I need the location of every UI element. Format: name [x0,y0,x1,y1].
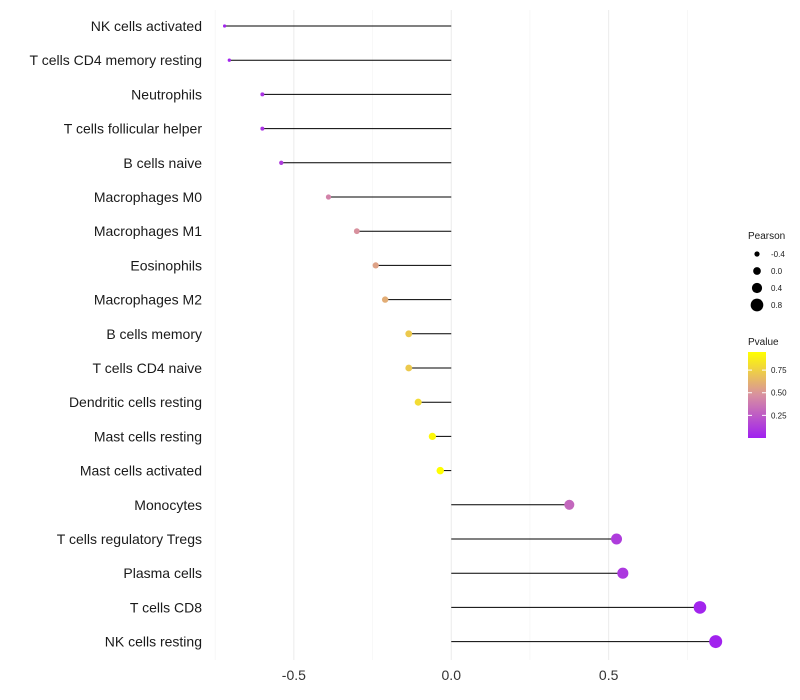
lollipop-point [372,262,379,269]
size-legend-dot [754,251,760,257]
lollipop-point [436,466,444,475]
colorbar-tick-label: 0.50 [771,389,787,398]
size-legend-dot [753,267,761,275]
size-legend-label: 0.8 [771,301,783,310]
category-label: Macrophages M0 [94,189,202,205]
size-legend-items: -0.4 0.0 0.4 0.8 [750,250,785,312]
size-legend-dot [750,298,764,312]
category-labels: NK cells activated T cells CD4 memory res… [30,18,203,650]
category-label: Neutrophils [131,86,202,102]
lollipop-point [260,126,265,131]
lollipop-point [709,635,723,649]
x-tick-label: -0.5 [282,667,306,683]
lollipop-point [693,601,707,614]
color-legend-ticks: 0.25 0.50 0.75 [748,366,787,420]
category-label: T cells regulatory Tregs [57,531,202,547]
category-label: Macrophages M1 [94,223,202,239]
lollipop-point [405,330,413,338]
size-legend-dot [751,282,763,294]
lollipop-point [222,24,227,28]
category-label: Plasma cells [123,565,202,581]
category-label: NK cells resting [105,634,202,650]
size-legend-label: -0.4 [771,250,785,259]
color-legend-title: Pvalue [748,337,779,348]
category-label: B cells memory [106,326,202,342]
x-tick-label: 0.0 [442,667,462,683]
lollipop-point [611,533,623,545]
colorbar-tick-label: 0.75 [771,366,787,375]
lollipop-point [414,398,422,406]
lollipop-point [279,160,284,165]
x-axis-tick-labels: -0.5 0.0 0.5 [282,667,619,683]
point-layer [222,24,723,649]
category-label: Eosinophils [130,257,202,273]
lollipop-point [405,364,413,372]
category-label: B cells naive [123,155,202,171]
lollipop-point [428,432,437,441]
size-legend-label: 0.4 [771,284,783,293]
grid-layer [214,10,688,660]
size-legend-title: Pearson [748,231,785,242]
category-label: T cells CD8 [130,599,202,615]
category-label: Mast cells activated [80,463,202,479]
category-label: T cells CD4 naive [93,360,203,376]
lollipop-point [353,228,360,235]
colorbar-tick-label: 0.25 [771,411,787,420]
lollipop-point [260,92,265,97]
lollipop-point [381,296,389,303]
segment-layer [224,25,716,643]
category-label: Mast cells resting [94,428,202,444]
pvalue-colorbar [748,352,766,438]
legend: Pearson -0.4 0.0 0.4 0.8 Pvalue 0.25 0.50 0.7… [748,231,787,438]
lollipop-point [564,499,575,510]
lollipop-point [227,58,231,62]
category-label: NK cells activated [91,18,202,34]
category-label: Monocytes [134,497,202,513]
lollipop-point [325,194,332,200]
lollipop-point [617,567,629,579]
size-legend-label: 0.0 [771,267,783,276]
category-label: Dendritic cells resting [69,394,202,410]
category-label: T cells CD4 memory resting [30,52,202,68]
category-label: Macrophages M2 [94,292,202,308]
x-tick-label: 0.5 [599,667,619,683]
category-label: T cells follicular helper [64,121,203,137]
